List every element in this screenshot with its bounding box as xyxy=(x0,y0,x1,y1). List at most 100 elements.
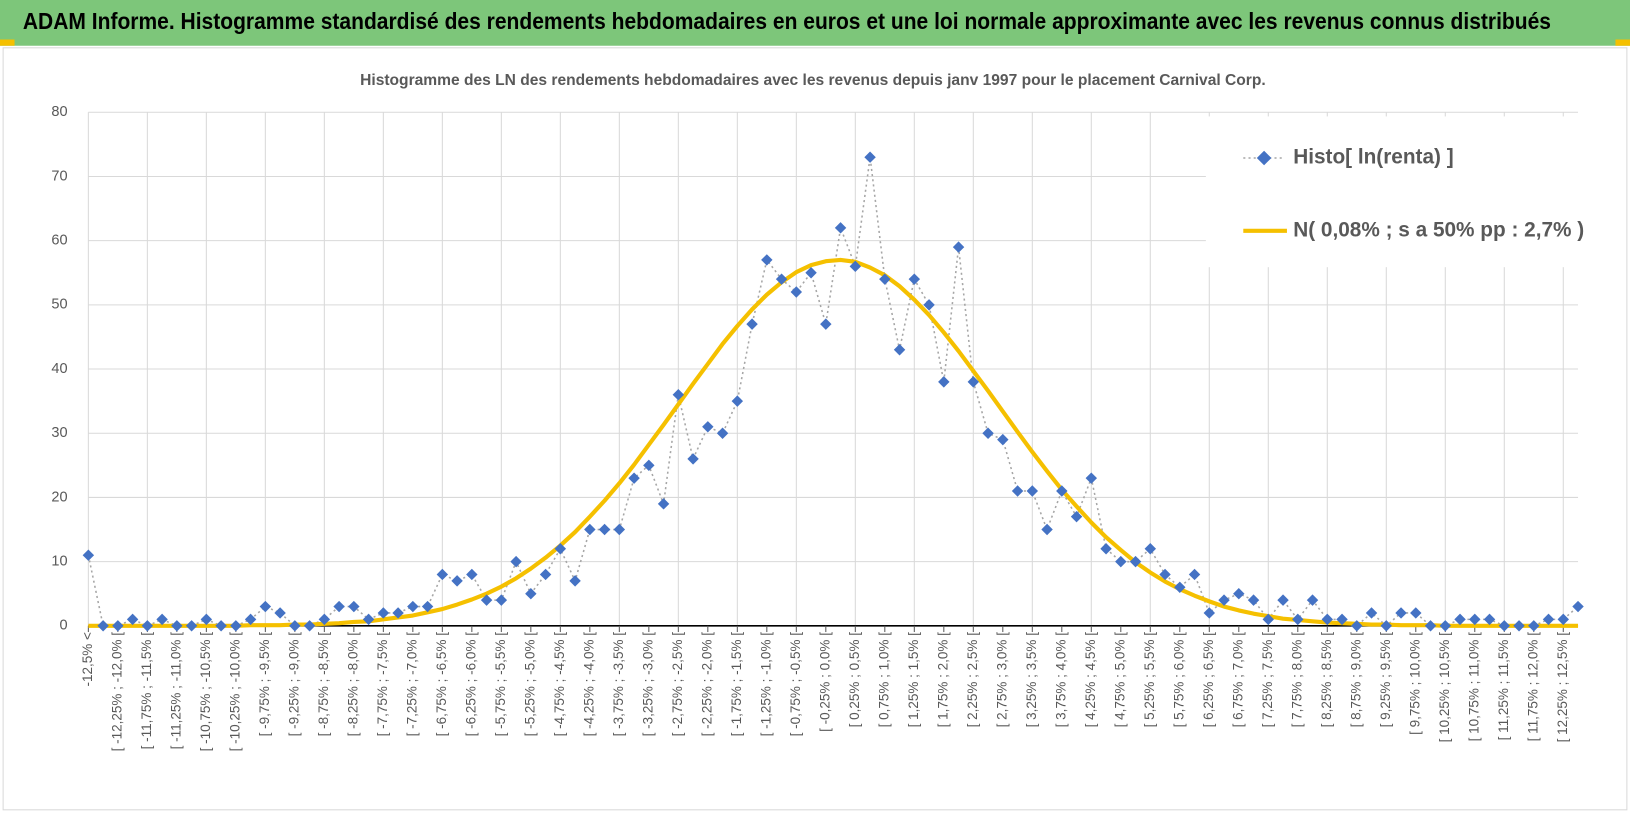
legend: Histo[ ln(renta) ] N( 0,08% ; s a 50% pp … xyxy=(1205,116,1584,268)
y-tick-label: 40 xyxy=(51,361,67,377)
x-tick-label: [ 4,75% ; 5,0% [ xyxy=(1112,632,1127,728)
x-tick-label: [ -0,25% ; 0,0% [ xyxy=(817,632,832,732)
x-tick-label: [ 8,75% ; 9,0% [ xyxy=(1348,632,1363,728)
series-line xyxy=(88,257,1579,628)
y-tick-label: 50 xyxy=(51,297,67,313)
legend-box xyxy=(1205,116,1579,268)
x-tick-label: [ 6,75% ; 7,0% [ xyxy=(1230,632,1245,728)
x-tick-label: [ -12,25% ; -12,0% [ xyxy=(109,632,124,752)
x-tick-label: [ 7,25% ; 7,5% [ xyxy=(1260,632,1275,728)
marker xyxy=(569,575,581,587)
marker xyxy=(834,222,847,234)
marker xyxy=(643,459,655,472)
x-tick-label: [ 1,75% ; 2,0% [ xyxy=(935,632,950,728)
x-tick-label: [ -10,25% ; -10,0% [ xyxy=(227,632,242,752)
marker xyxy=(480,594,493,606)
marker xyxy=(982,427,994,439)
marker xyxy=(657,498,670,510)
legend-marker xyxy=(1256,150,1272,166)
x-tick-label: [ 10,25% ; 10,5% [ xyxy=(1437,632,1452,743)
marker xyxy=(1365,607,1378,619)
x-tick-label: [ -9,75% ; -9,5% [ xyxy=(257,632,272,737)
x-tick-label: [ -11,75% ; -11,5% [ xyxy=(139,632,154,750)
marker xyxy=(1572,600,1584,613)
x-tick-label: [ 6,25% ; 6,5% [ xyxy=(1201,632,1216,728)
y-tick-label: 70 xyxy=(51,168,67,184)
marker xyxy=(451,575,463,587)
marker xyxy=(1247,594,1260,606)
marker xyxy=(259,600,272,613)
x-tick-label: [ 2,75% ; 3,0% [ xyxy=(994,632,1009,728)
marker xyxy=(746,318,758,330)
marker xyxy=(702,421,714,433)
x-tick-label: [ 0,25% ; 0,5% [ xyxy=(847,632,862,728)
x-tick-label: [ -7,25% ; -7,0% [ xyxy=(404,632,419,737)
x-tick-label: [ 10,75% ; 11,0% [ xyxy=(1466,632,1481,742)
x-tick-label: [ 1,25% ; 1,5% [ xyxy=(906,632,921,728)
x-tick-label: [ 3,75% ; 4,0% [ xyxy=(1053,632,1068,728)
x-tick-label: [ -7,75% ; -7,5% [ xyxy=(375,632,390,737)
y-tick-label: 60 xyxy=(51,232,67,248)
marker xyxy=(539,568,552,581)
marker xyxy=(1011,485,1024,497)
marker xyxy=(421,600,434,613)
x-tick-label: [ -6,25% ; -6,0% [ xyxy=(463,632,478,737)
marker xyxy=(1410,607,1422,619)
chart-title: Histogramme des LN des rendements hebdom… xyxy=(360,72,1266,89)
corner xyxy=(0,39,15,46)
y-tick-label: 0 xyxy=(59,618,67,634)
marker xyxy=(908,273,921,285)
marker xyxy=(584,523,596,536)
y-tick-label: 20 xyxy=(51,489,67,505)
marker xyxy=(864,151,876,163)
x-tick-label: [ -8,25% ; -8,0% [ xyxy=(345,632,360,737)
marker xyxy=(407,600,419,613)
marker xyxy=(348,600,360,613)
x-tick-label: [ -0,75% ; -0,5% [ xyxy=(788,632,803,737)
x-tick-label: [ -2,75% ; -2,5% [ xyxy=(670,632,685,737)
x-tick-label: [ 8,25% ; 8,5% [ xyxy=(1319,632,1334,728)
x-tick-label: [ -3,25% ; -3,0% [ xyxy=(640,632,655,737)
x-tick-label: [ -8,75% ; -8,5% [ xyxy=(316,632,331,737)
marker xyxy=(274,607,286,619)
marker xyxy=(923,299,935,311)
x-tick-label: [ 4,25% ; 4,5% [ xyxy=(1083,632,1098,728)
marker xyxy=(1188,568,1201,581)
x-tick-label: [ -5,25% ; -5,0% [ xyxy=(522,632,537,737)
corner xyxy=(1615,39,1630,46)
x-tick-label: [ -4,75% ; -4,5% [ xyxy=(552,632,567,737)
y-tick-label: 80 xyxy=(51,104,67,120)
y-tick-label: 30 xyxy=(51,425,67,441)
x-tick-label: [ 9,25% ; 9,5% [ xyxy=(1378,632,1393,728)
marker xyxy=(1085,472,1098,484)
x-tick-label: [ -1,75% ; -1,5% [ xyxy=(729,632,744,737)
marker xyxy=(761,254,773,266)
x-tick-label: [ 5,25% ; 5,5% [ xyxy=(1142,632,1157,728)
x-tick-label: [ 9,75% ; 10,0% [ xyxy=(1407,632,1422,735)
header-bar xyxy=(0,0,1630,46)
marker xyxy=(1218,594,1230,606)
marker xyxy=(672,388,685,401)
x-tick-label: -12,5% < xyxy=(80,632,95,687)
legend-label: N( 0,08% ; s a 50% pp : 2,7% ) xyxy=(1293,218,1584,241)
marker xyxy=(1395,607,1407,619)
x-tick-label: [ 5,75% ; 6,0% [ xyxy=(1171,632,1186,728)
x-tick-label: [ 0,75% ; 1,0% [ xyxy=(876,632,891,728)
x-tick-label: [ -4,25% ; -4,0% [ xyxy=(581,632,596,737)
x-tick-label: [ -1,25% ; -1,0% [ xyxy=(758,632,773,737)
marker xyxy=(495,594,508,606)
marker xyxy=(1306,594,1319,606)
header-title: ADAM Informe. Histogramme standardisé de… xyxy=(23,8,1551,34)
marker xyxy=(893,344,906,356)
marker xyxy=(1056,485,1068,497)
legend-label: Histo[ ln(renta) ] xyxy=(1293,145,1453,168)
marker xyxy=(879,273,891,285)
marker xyxy=(1203,607,1216,619)
marker xyxy=(1026,485,1039,497)
marker xyxy=(1100,543,1112,555)
x-tick-label: [ -11,25% ; -11,0% [ xyxy=(168,632,183,750)
marker xyxy=(554,543,567,555)
marker xyxy=(1144,543,1157,555)
x-tick-label: [ 11,25% ; 11,5% [ xyxy=(1496,632,1511,741)
